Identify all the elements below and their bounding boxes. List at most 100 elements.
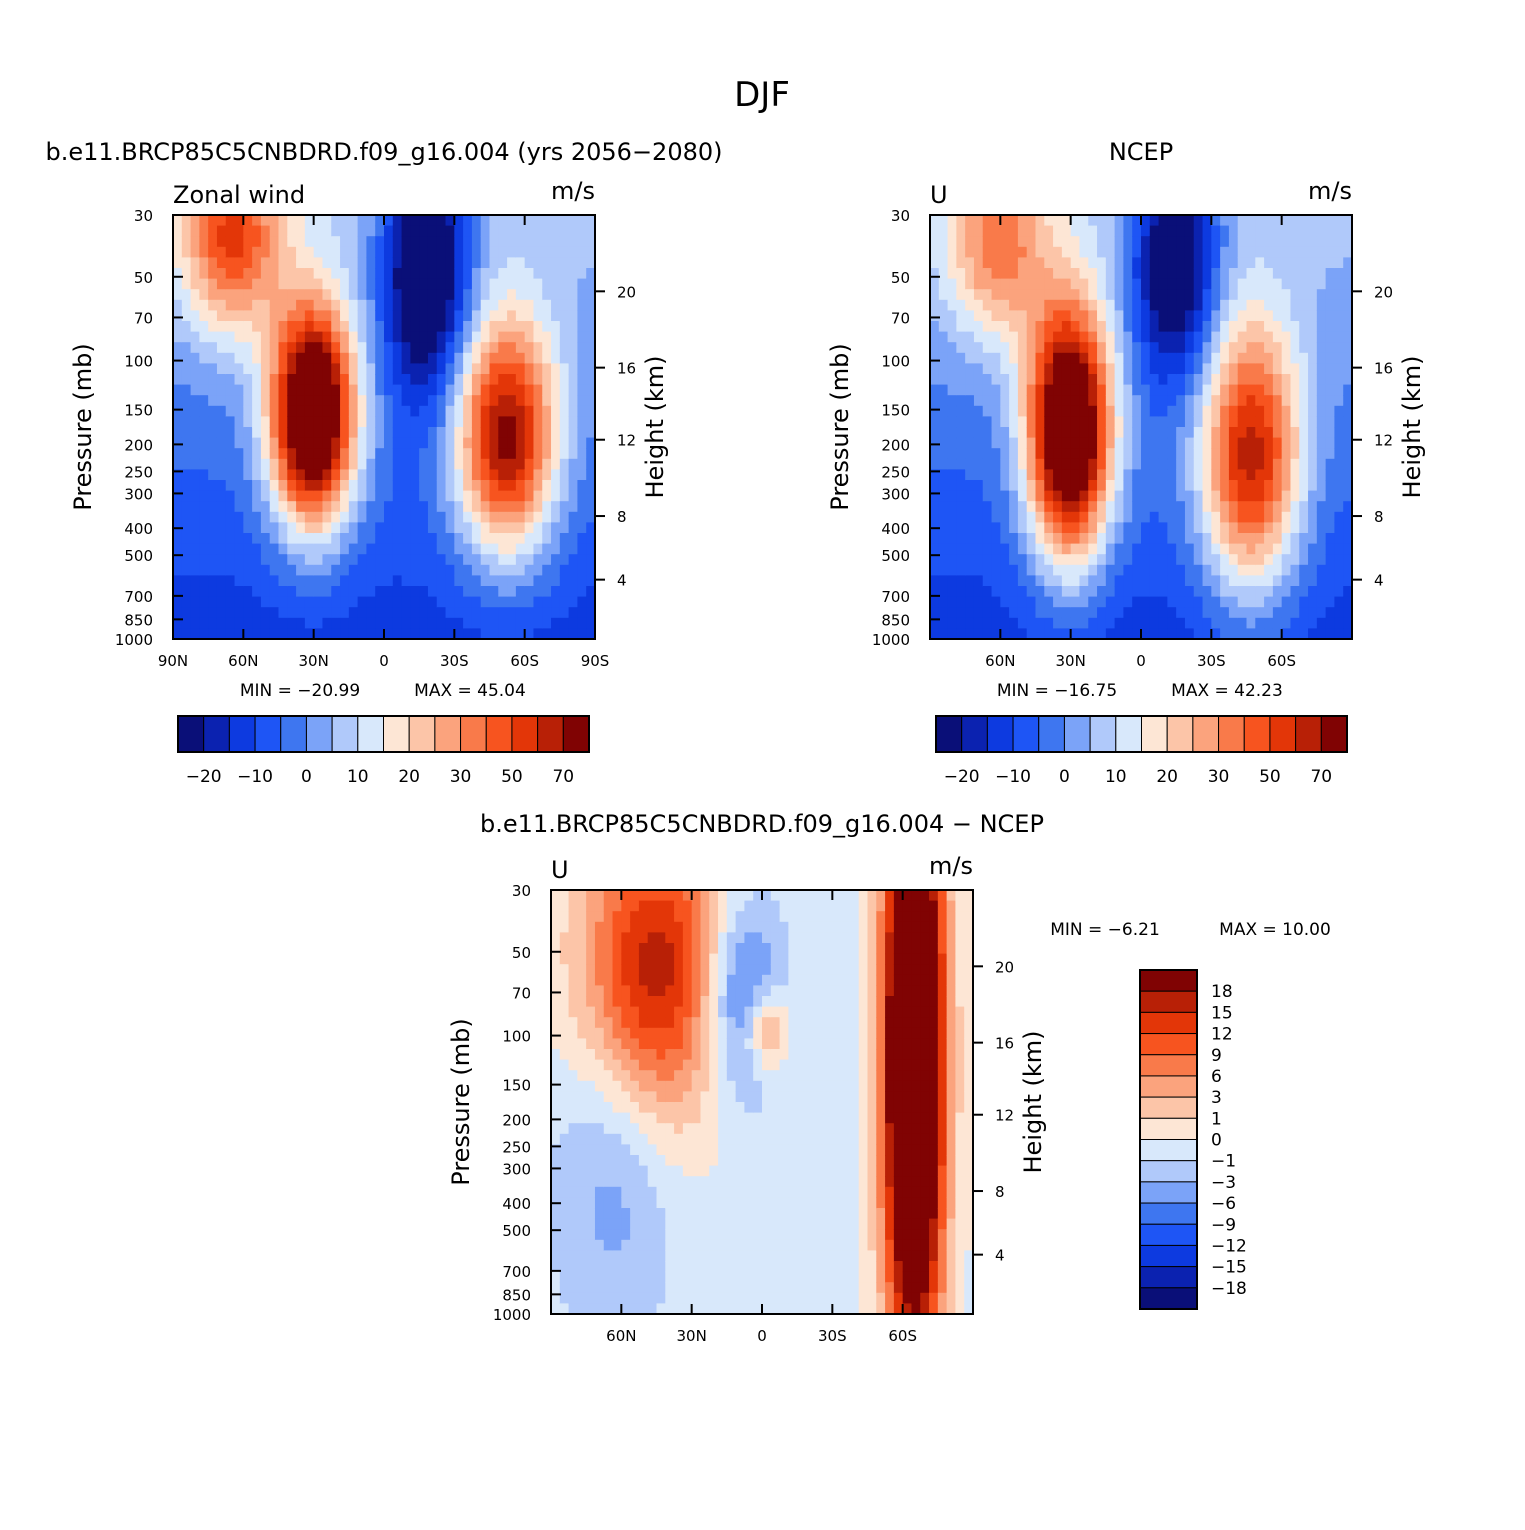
contour-cell — [428, 289, 437, 300]
contour-cell — [1176, 247, 1185, 258]
contour-cell — [340, 448, 349, 459]
contour-cell — [1159, 533, 1168, 544]
contour-cell — [191, 268, 200, 279]
contour-cell — [1264, 533, 1273, 544]
contour-cell — [1097, 607, 1106, 618]
contour-cell — [279, 575, 288, 586]
contour-cell — [551, 501, 560, 512]
contour-cell — [1264, 469, 1273, 480]
contour-cell — [410, 427, 419, 438]
contour-cell — [551, 1155, 560, 1166]
contour-cell — [639, 1282, 648, 1293]
contour-cell — [1317, 406, 1326, 417]
contour-cell — [736, 1144, 745, 1155]
contour-cell — [1317, 469, 1326, 480]
colorbar-swatch — [1244, 716, 1270, 752]
contour-cell — [965, 363, 974, 374]
contour-cell — [393, 522, 402, 533]
contour-cell — [683, 1070, 692, 1081]
contour-cell — [683, 954, 692, 965]
contour-cell — [1018, 491, 1027, 502]
contour-cell — [700, 1208, 709, 1219]
contour-cell — [657, 1187, 666, 1198]
contour-cell — [727, 943, 736, 954]
contour-cell — [243, 597, 252, 608]
contour-cell — [569, 236, 578, 247]
contour-cell — [1290, 236, 1299, 247]
contour-cell — [1308, 385, 1317, 396]
contour-cell — [305, 342, 314, 353]
contour-cell — [1036, 491, 1045, 502]
contour-cell — [648, 1282, 657, 1293]
contour-cell — [569, 586, 578, 597]
contour-cell — [472, 554, 481, 565]
contour-cell — [1141, 289, 1150, 300]
contour-cell — [736, 943, 745, 954]
contour-cell — [533, 310, 542, 321]
contour-cell — [516, 565, 525, 576]
contour-cell — [191, 385, 200, 396]
contour-cell — [692, 1017, 701, 1028]
contour-cell — [1299, 469, 1308, 480]
contour-cell — [1211, 416, 1220, 427]
units-label: m/s — [551, 177, 595, 205]
contour-cell — [956, 565, 965, 576]
contour-cell — [173, 236, 182, 247]
contour-cell — [1123, 448, 1132, 459]
contour-cell — [358, 597, 367, 608]
y-tick-label: 500 — [124, 547, 153, 565]
contour-cell — [208, 300, 217, 311]
contour-cell — [648, 1102, 657, 1113]
contour-cell — [674, 1303, 683, 1314]
contour-cell — [481, 628, 490, 639]
contour-cell — [226, 321, 235, 332]
contour-cell — [235, 491, 244, 502]
contour-cell — [366, 310, 375, 321]
contour-cell — [472, 215, 481, 226]
contour-cell — [199, 226, 208, 237]
contour-cell — [366, 618, 375, 629]
contour-cell — [744, 975, 753, 986]
contour-cell — [402, 257, 411, 268]
contour-cell — [674, 1155, 683, 1166]
contour-cell — [296, 310, 305, 321]
contour-cell — [498, 554, 507, 565]
contour-cell — [569, 1282, 578, 1293]
contour-cell — [1044, 469, 1053, 480]
contour-cell — [349, 215, 358, 226]
contour-cell — [727, 964, 736, 975]
contour-cell — [384, 385, 393, 396]
contour-cell — [199, 438, 208, 449]
contour-cell — [525, 607, 534, 618]
contour-cell — [692, 1219, 701, 1230]
contour-cell — [1097, 575, 1106, 586]
contour-cell — [1106, 544, 1115, 555]
contour-cell — [252, 597, 261, 608]
contour-cell — [472, 501, 481, 512]
contour-cell — [577, 586, 586, 597]
contour-cell — [226, 459, 235, 470]
contour-cell — [331, 300, 340, 311]
contour-cell — [1027, 385, 1036, 396]
contour-cell — [349, 342, 358, 353]
contour-cell — [551, 1060, 560, 1071]
contour-cell — [296, 469, 305, 480]
contour-cell — [490, 438, 499, 449]
contour-cell — [287, 226, 296, 237]
contour-cell — [1106, 427, 1115, 438]
contour-cell — [375, 554, 384, 565]
contour-cell — [472, 289, 481, 300]
contour-cell — [1264, 575, 1273, 586]
contour-cell — [939, 575, 948, 586]
contour-cell — [1273, 257, 1282, 268]
contour-cell — [1141, 236, 1150, 247]
contour-cell — [437, 289, 446, 300]
contour-cell — [516, 416, 525, 427]
contour-cell — [173, 628, 182, 639]
contour-cell — [657, 1123, 666, 1134]
contour-cell — [463, 512, 472, 523]
contour-cell — [1097, 586, 1106, 597]
contour-cell — [657, 1250, 666, 1261]
contour-cell — [1203, 257, 1212, 268]
contour-cell — [1123, 374, 1132, 385]
